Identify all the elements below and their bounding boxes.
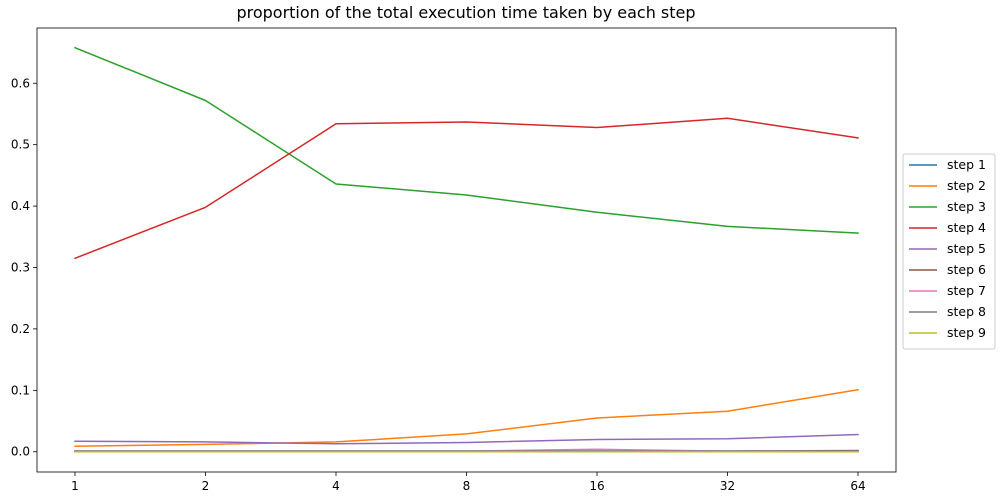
x-tick-label: 4 (332, 479, 340, 493)
legend-label-step-3: step 3 (947, 199, 986, 214)
legend-label-step-2: step 2 (947, 178, 986, 193)
legend-label-step-4: step 4 (947, 220, 986, 235)
y-tick-label: 0.4 (11, 199, 30, 213)
x-tick-label: 16 (589, 479, 604, 493)
x-tick-label: 2 (202, 479, 210, 493)
legend-label-step-7: step 7 (947, 283, 986, 298)
y-tick-label: 0.3 (11, 261, 30, 275)
x-tick-label: 32 (720, 479, 735, 493)
y-tick-label: 0.1 (11, 383, 30, 397)
legend-label-step-1: step 1 (947, 157, 986, 172)
series-line-step-5 (74, 433, 859, 445)
series-line-step-4 (74, 117, 859, 260)
y-tick-label: 0.2 (11, 322, 30, 336)
legend-label-step-8: step 8 (947, 304, 986, 319)
series-line-step-2 (74, 388, 859, 447)
chart-title: proportion of the total execution time t… (236, 3, 695, 22)
legend-label-step-5: step 5 (947, 241, 986, 256)
legend-label-step-6: step 6 (947, 262, 986, 277)
legend-box (902, 153, 996, 350)
legend-label-step-9: step 9 (947, 325, 986, 340)
x-tick-label: 8 (463, 479, 471, 493)
legend: step 1 step 2 step 3 step 4 step 5 step 6 step… (902, 153, 996, 350)
series-line-step-3 (74, 46, 859, 234)
x-tick-label: 1 (71, 479, 79, 493)
x-tick-label: 64 (850, 479, 865, 493)
y-tick-label: 0.5 (11, 138, 30, 152)
y-tick-label: 0.0 (11, 445, 30, 459)
y-tick-label: 0.6 (11, 76, 30, 90)
